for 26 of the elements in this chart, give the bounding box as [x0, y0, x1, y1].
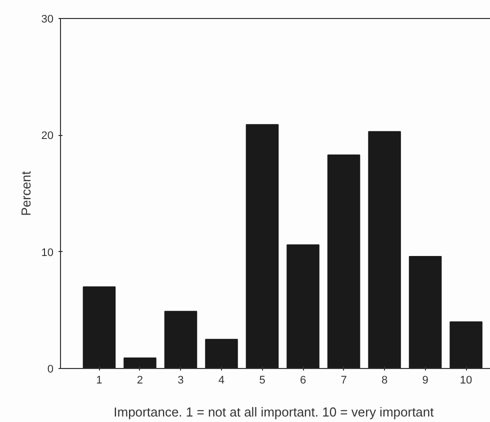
bar: [450, 321, 482, 368]
x-tick-label: 6: [300, 374, 306, 386]
y-tick-label: 10: [41, 246, 54, 259]
y-tick-label: 30: [41, 14, 54, 26]
x-tick-label: 1: [96, 374, 102, 386]
bar: [246, 124, 279, 368]
x-tick-label: 10: [460, 374, 472, 386]
x-tick-label: 7: [340, 374, 347, 386]
bar: [408, 256, 442, 368]
bar: [82, 286, 116, 368]
x-tick-label: 3: [178, 374, 184, 386]
x-tick-label: 5: [259, 374, 266, 386]
bar: [368, 131, 401, 368]
x-axis-title: Importance. 1 = not at all important. 10 = very important: [114, 404, 434, 420]
y-axis-title: Percent: [18, 170, 34, 216]
x-tick-label: 8: [381, 374, 388, 386]
y-tick-label: 20: [41, 130, 54, 142]
x-tick-label: 9: [422, 374, 428, 386]
y-tick-label: 0: [47, 364, 54, 376]
bar: [124, 358, 156, 368]
bar: [327, 154, 360, 368]
x-tick-label: 4: [218, 374, 225, 386]
bar: [164, 310, 198, 368]
x-tick-label: 2: [136, 374, 144, 386]
bar: [205, 338, 238, 368]
bar: [286, 244, 320, 368]
